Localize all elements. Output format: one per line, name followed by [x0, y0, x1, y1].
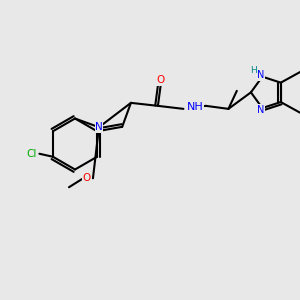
- Text: O: O: [83, 173, 91, 183]
- Text: Cl: Cl: [27, 149, 37, 159]
- Text: N: N: [95, 122, 103, 132]
- Text: O: O: [157, 75, 165, 85]
- Text: NH: NH: [186, 102, 203, 112]
- Text: N: N: [257, 105, 265, 115]
- Text: H: H: [250, 66, 257, 75]
- Text: N: N: [257, 70, 265, 80]
